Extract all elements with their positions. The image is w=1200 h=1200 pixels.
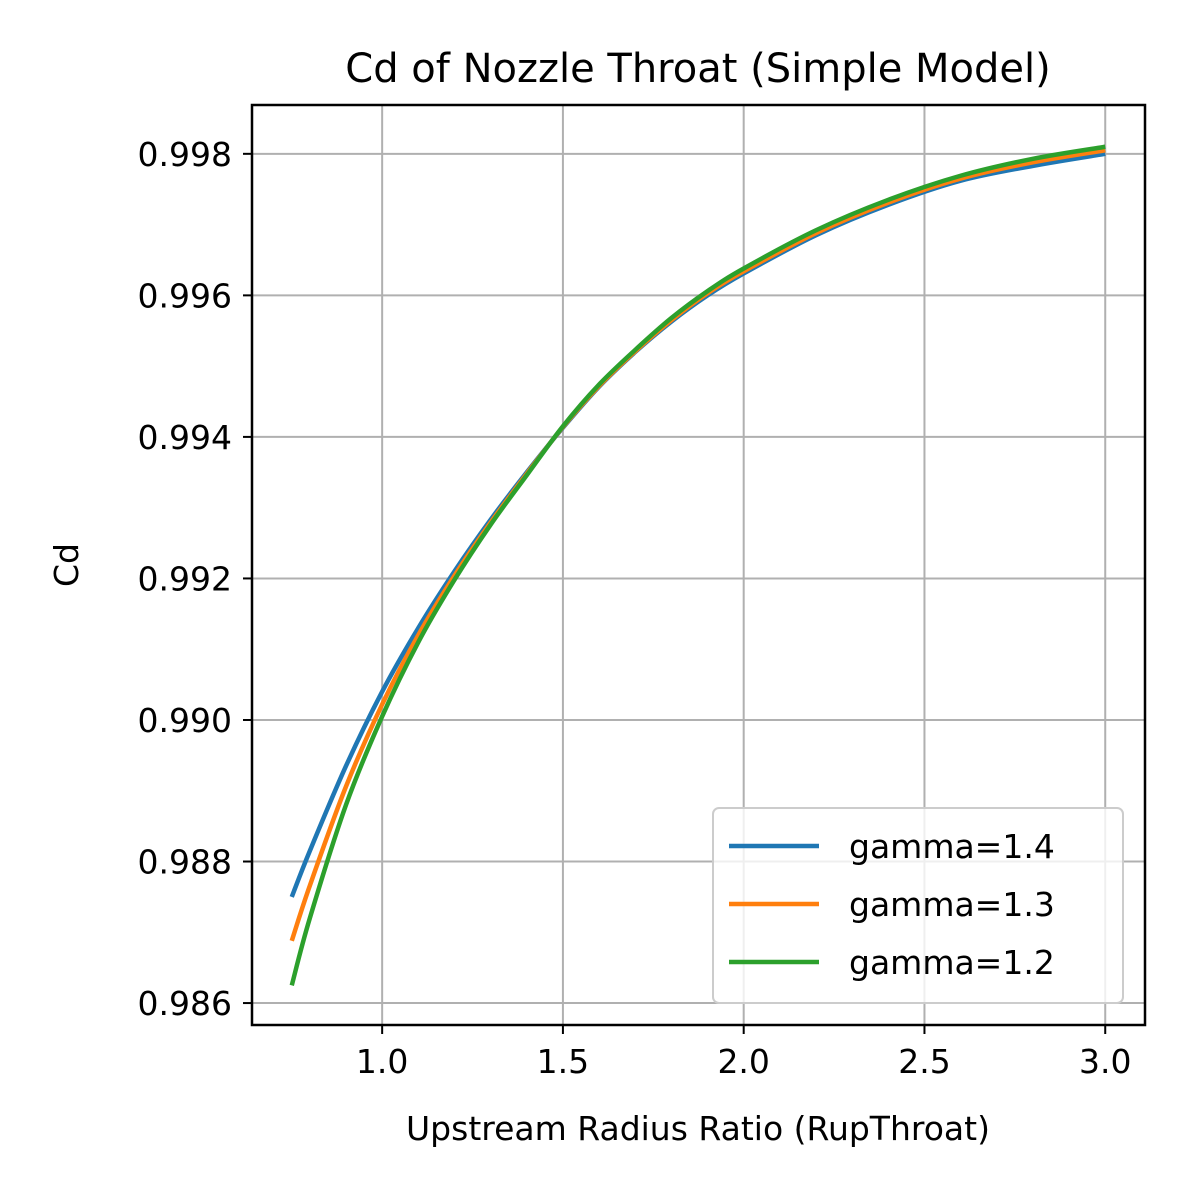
legend-label: gamma=1.3 [849,885,1055,924]
x-tick-label: 3.0 [1079,1042,1131,1081]
plot-frame [250,103,1147,1027]
axis-ticks: 1.0 1.5 2.0 2.5 3.0 0.986 0.988 0.990 0.992 0.994… [138,135,1132,1081]
x-tick-label: 2.0 [717,1042,769,1081]
y-tick-label: 0.986 [138,984,232,1023]
y-tick-label: 0.998 [138,135,232,174]
legend-label: gamma=1.4 [849,827,1055,866]
legend-label: gamma=1.2 [849,943,1055,982]
y-tick-label: 0.996 [138,276,232,315]
x-tick-label: 2.5 [898,1042,950,1081]
x-tick-label: 1.0 [356,1042,408,1081]
legend: gamma=1.4 gamma=1.3 gamma=1.2 [712,807,1124,1004]
y-tick-label: 0.988 [138,843,232,882]
x-axis-label: Upstream Radius Ratio (RupThroat) [406,1109,990,1148]
legend-box [712,807,1124,1004]
y-tick-label: 0.992 [138,559,232,598]
chart-title: Cd of Nozzle Throat (Simple Model) [345,46,1050,92]
y-tick-label: 0.994 [138,418,232,457]
y-axis-label: Cd [47,543,86,587]
x-tick-label: 1.5 [537,1042,589,1081]
series-lines [289,144,1106,986]
series-line-3 [289,144,1106,986]
y-tick-label: 0.990 [138,701,232,740]
